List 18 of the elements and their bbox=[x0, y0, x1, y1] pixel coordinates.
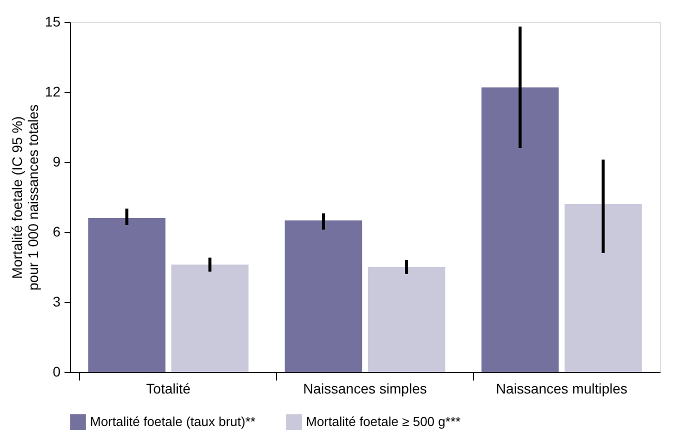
legend-label: Mortalité foetale (taux brut)** bbox=[90, 414, 256, 430]
y-tick-label: 12 bbox=[44, 84, 61, 100]
y-axis-title: Mortalité foetale (IC 95 %) pour 1 000 naissances totales bbox=[8, 104, 41, 291]
y-tick-label: 6 bbox=[52, 224, 61, 240]
x-tick-label: Naissances multiples bbox=[496, 380, 628, 396]
bar bbox=[171, 264, 249, 372]
bar bbox=[481, 87, 559, 372]
y-tick-label: 15 bbox=[44, 14, 61, 30]
y-tick-label: 3 bbox=[52, 294, 61, 310]
x-tick-label: Totalité bbox=[146, 380, 191, 396]
bar bbox=[88, 218, 166, 372]
legend-label: Mortalité foetale ≥ 500 g*** bbox=[306, 414, 461, 430]
bar bbox=[368, 267, 446, 372]
bar bbox=[284, 220, 362, 372]
bar bbox=[564, 204, 642, 372]
x-tick-label: Naissances simples bbox=[303, 380, 427, 396]
y-tick-label: 9 bbox=[52, 154, 61, 170]
y-tick-label: 0 bbox=[52, 364, 61, 380]
